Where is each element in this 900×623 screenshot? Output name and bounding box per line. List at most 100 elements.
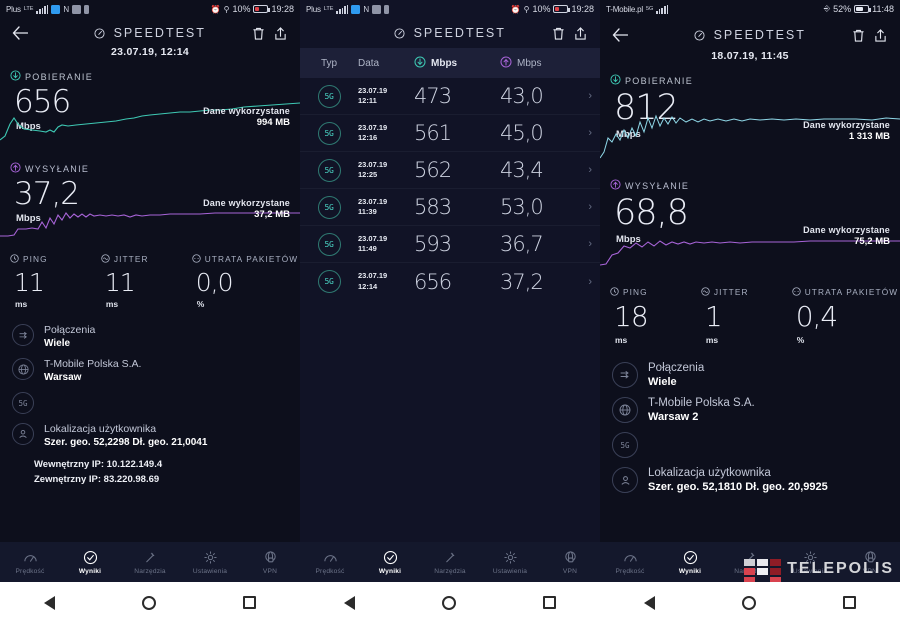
back-nav-icon[interactable]: [643, 595, 655, 610]
home-nav-icon[interactable]: [441, 595, 456, 610]
nav-item-vpn[interactable]: VPN: [540, 550, 600, 575]
trash-icon[interactable]: [547, 22, 569, 44]
n-icon: N: [363, 4, 370, 14]
connections-title: Połączenia: [648, 362, 705, 374]
upload-used-label: Dane wykorzystane: [803, 225, 890, 235]
clock-label: 19:28: [571, 4, 594, 14]
chevron-right-icon[interactable]: ›: [588, 275, 592, 288]
alarm-icon: ⏰: [510, 4, 521, 14]
back-nav-icon[interactable]: [43, 595, 55, 610]
metric-packet-loss: UTRATA PAKIETÓW 0,0 %: [192, 250, 300, 309]
row-time: 12:11: [358, 96, 377, 105]
nav-item-speed[interactable]: Prędkość: [600, 550, 660, 575]
recents-nav-icon[interactable]: [543, 596, 557, 609]
bottom-nav: Prędkość Wyniki Narzędzia Ustawienia VPN: [0, 542, 300, 582]
carrier-label: Plus: [306, 4, 321, 14]
info-row-location: Lokalizacja użytkownika Szer. geo. 52,22…: [0, 414, 300, 448]
ping-icon: [10, 250, 19, 268]
speedtest-logo-icon: [694, 29, 710, 43]
info-row-provider: T-Mobile Polska S.A. Warsaw 2: [600, 388, 900, 423]
signal-bars-icon: [656, 4, 669, 14]
packet-loss-icon: [792, 283, 801, 301]
nav-item-results[interactable]: Wyniki: [660, 550, 720, 575]
page-title-text: SPEEDTEST: [413, 25, 506, 40]
download-graph: [0, 102, 300, 141]
nav-label-speed: Prędkość: [315, 567, 345, 575]
provider-title: T-Mobile Polska S.A.: [648, 397, 755, 409]
nav-item-settings[interactable]: Ustawienia: [180, 550, 240, 575]
info-row-connections: Połączenia Wiele: [0, 315, 300, 349]
row-date: 23.07.19: [358, 159, 388, 169]
nav-item-tools[interactable]: Narzędzia: [420, 550, 480, 575]
upload-used-value: 75,2 MB: [854, 236, 890, 247]
upload-data-used: Dane wykorzystane 75,2 MB: [803, 225, 890, 247]
back-nav-icon[interactable]: [343, 595, 355, 610]
home-nav-icon[interactable]: [741, 595, 756, 610]
chevron-right-icon[interactable]: ›: [588, 201, 592, 213]
ping-unit: ms: [615, 335, 628, 345]
status-bar: Plus LTE N ⏰ ⚲ 10% 19:28: [0, 0, 300, 18]
table-row[interactable]: 5G 23.07.19 12:25 562 43,4 ›: [300, 152, 600, 189]
column-type: Typ: [320, 57, 338, 69]
table-row[interactable]: 5G 23.07.19 12:11 473 43,0 ›: [300, 78, 600, 115]
upload-label: WYSYŁANIE: [625, 181, 690, 191]
location-icon: ⚲: [223, 4, 230, 14]
nav-item-vpn[interactable]: VPN: [840, 550, 900, 575]
chevron-right-icon[interactable]: ›: [588, 90, 592, 102]
trash-icon[interactable]: [247, 22, 269, 44]
location-icon: ⚲: [523, 4, 530, 14]
download-used-value: 994 MB: [256, 117, 290, 128]
mail-icon: [372, 4, 382, 14]
home-nav-icon[interactable]: [141, 595, 156, 610]
recents-nav-icon[interactable]: [843, 596, 857, 609]
nav-item-speed[interactable]: Prędkość: [300, 550, 360, 575]
5g-badge: 5G: [317, 158, 341, 182]
nav-item-results[interactable]: Wyniki: [360, 550, 420, 575]
recents-nav-icon[interactable]: [243, 596, 257, 609]
ping-value: 11: [14, 268, 45, 297]
nav-item-settings[interactable]: Ustawienia: [780, 550, 840, 575]
table-row[interactable]: 5G 23.07.19 12:16 561 45,0 ›: [300, 115, 600, 152]
table-row[interactable]: 5G 23.07.19 11:39 583 53,0 ›: [300, 189, 600, 226]
chevron-right-icon[interactable]: ›: [588, 164, 592, 176]
table-row[interactable]: 5G 23.07.19 12:14 656 37,2 ›: [300, 263, 600, 300]
panel-left-result: Plus LTE N ⏰ ⚲ 10% 19:28: [0, 0, 300, 623]
table-row[interactable]: 5G 23.07.19 11:49 593 36,7 ›: [300, 226, 600, 263]
nav-label-settings: Ustawienia: [492, 567, 528, 575]
back-button[interactable]: [9, 22, 31, 44]
history-table-header: Typ Data Mbps Mbps: [300, 48, 600, 78]
download-label: POBIERANIE: [625, 76, 694, 86]
trash-icon[interactable]: [847, 24, 869, 46]
upload-data-used: Dane wykorzystane 37,2 MB: [203, 198, 290, 220]
metric-packet-loss: UTRATA PAKIETÓW 0,4 %: [792, 283, 900, 345]
packet-loss-unit: %: [196, 299, 205, 309]
chevron-right-icon[interactable]: ›: [588, 238, 592, 250]
location-value: Szer. geo. 52,1810 Dł. geo. 20,9925: [648, 481, 828, 493]
5g-icon: 5G: [612, 432, 638, 458]
download-data-used: Dane wykorzystane 994 MB: [203, 106, 290, 128]
nav-item-tools[interactable]: Narzędzia: [120, 550, 180, 575]
metric-ping: PING 18 ms: [610, 283, 701, 345]
upload-arrow-icon: [10, 160, 21, 178]
nav-item-speed[interactable]: Prędkość: [0, 550, 60, 575]
nav-item-results[interactable]: Wyniki: [60, 550, 120, 575]
nav-item-vpn[interactable]: VPN: [240, 550, 300, 575]
share-icon[interactable]: [569, 22, 591, 44]
5g-badge: 5G: [317, 232, 341, 256]
network-type-label: LTE: [23, 6, 34, 12]
share-icon[interactable]: [269, 22, 291, 44]
chevron-right-icon[interactable]: ›: [588, 127, 592, 139]
speedtest-logo-icon: [94, 27, 110, 41]
external-ip: Zewnętrzny IP: 83.220.98.69: [34, 473, 160, 485]
5g-badge-label: 5G: [324, 165, 334, 175]
provider-title: T-Mobile Polska S.A.: [44, 358, 142, 370]
nav-label-vpn: VPN: [862, 567, 878, 575]
back-button[interactable]: [609, 24, 631, 46]
5g-badge-label: 5G: [18, 398, 28, 408]
download-header: POBIERANIE: [0, 58, 300, 86]
panel-middle-history: Plus LTE N ⏰ ⚲ 10% 19:28 SPEEDTEST: [300, 0, 600, 623]
info-row-location: Lokalizacja użytkownika Szer. geo. 52,18…: [600, 458, 900, 493]
jitter-value: 11: [104, 268, 136, 297]
share-icon[interactable]: [869, 24, 891, 46]
nav-item-settings[interactable]: Ustawienia: [480, 550, 540, 575]
